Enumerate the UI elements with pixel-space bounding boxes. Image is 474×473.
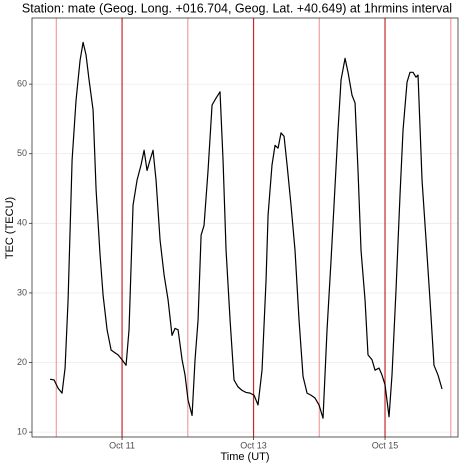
y-axis-title: TEC (TECU) [4,197,16,259]
data-line [49,41,443,419]
plot-border [31,17,459,438]
y-tick-label: 10 [17,427,27,437]
y-tick-label: 40 [17,218,27,228]
x-tick-label: Oct 11 [109,440,135,450]
y-tick-label: 60 [17,78,27,88]
x-axis-title: Time (UT) [220,451,269,463]
y-tick-label: 50 [17,148,27,158]
plot-area [32,18,458,437]
x-tick-label: Oct 15 [372,440,399,450]
x-tick-label: Oct 13 [240,440,267,450]
chart-title: Station: mate (Geog. Long. +016.704, Geo… [22,1,452,15]
y-tick-label: 30 [17,287,27,297]
y-tick-label: 20 [17,357,27,367]
